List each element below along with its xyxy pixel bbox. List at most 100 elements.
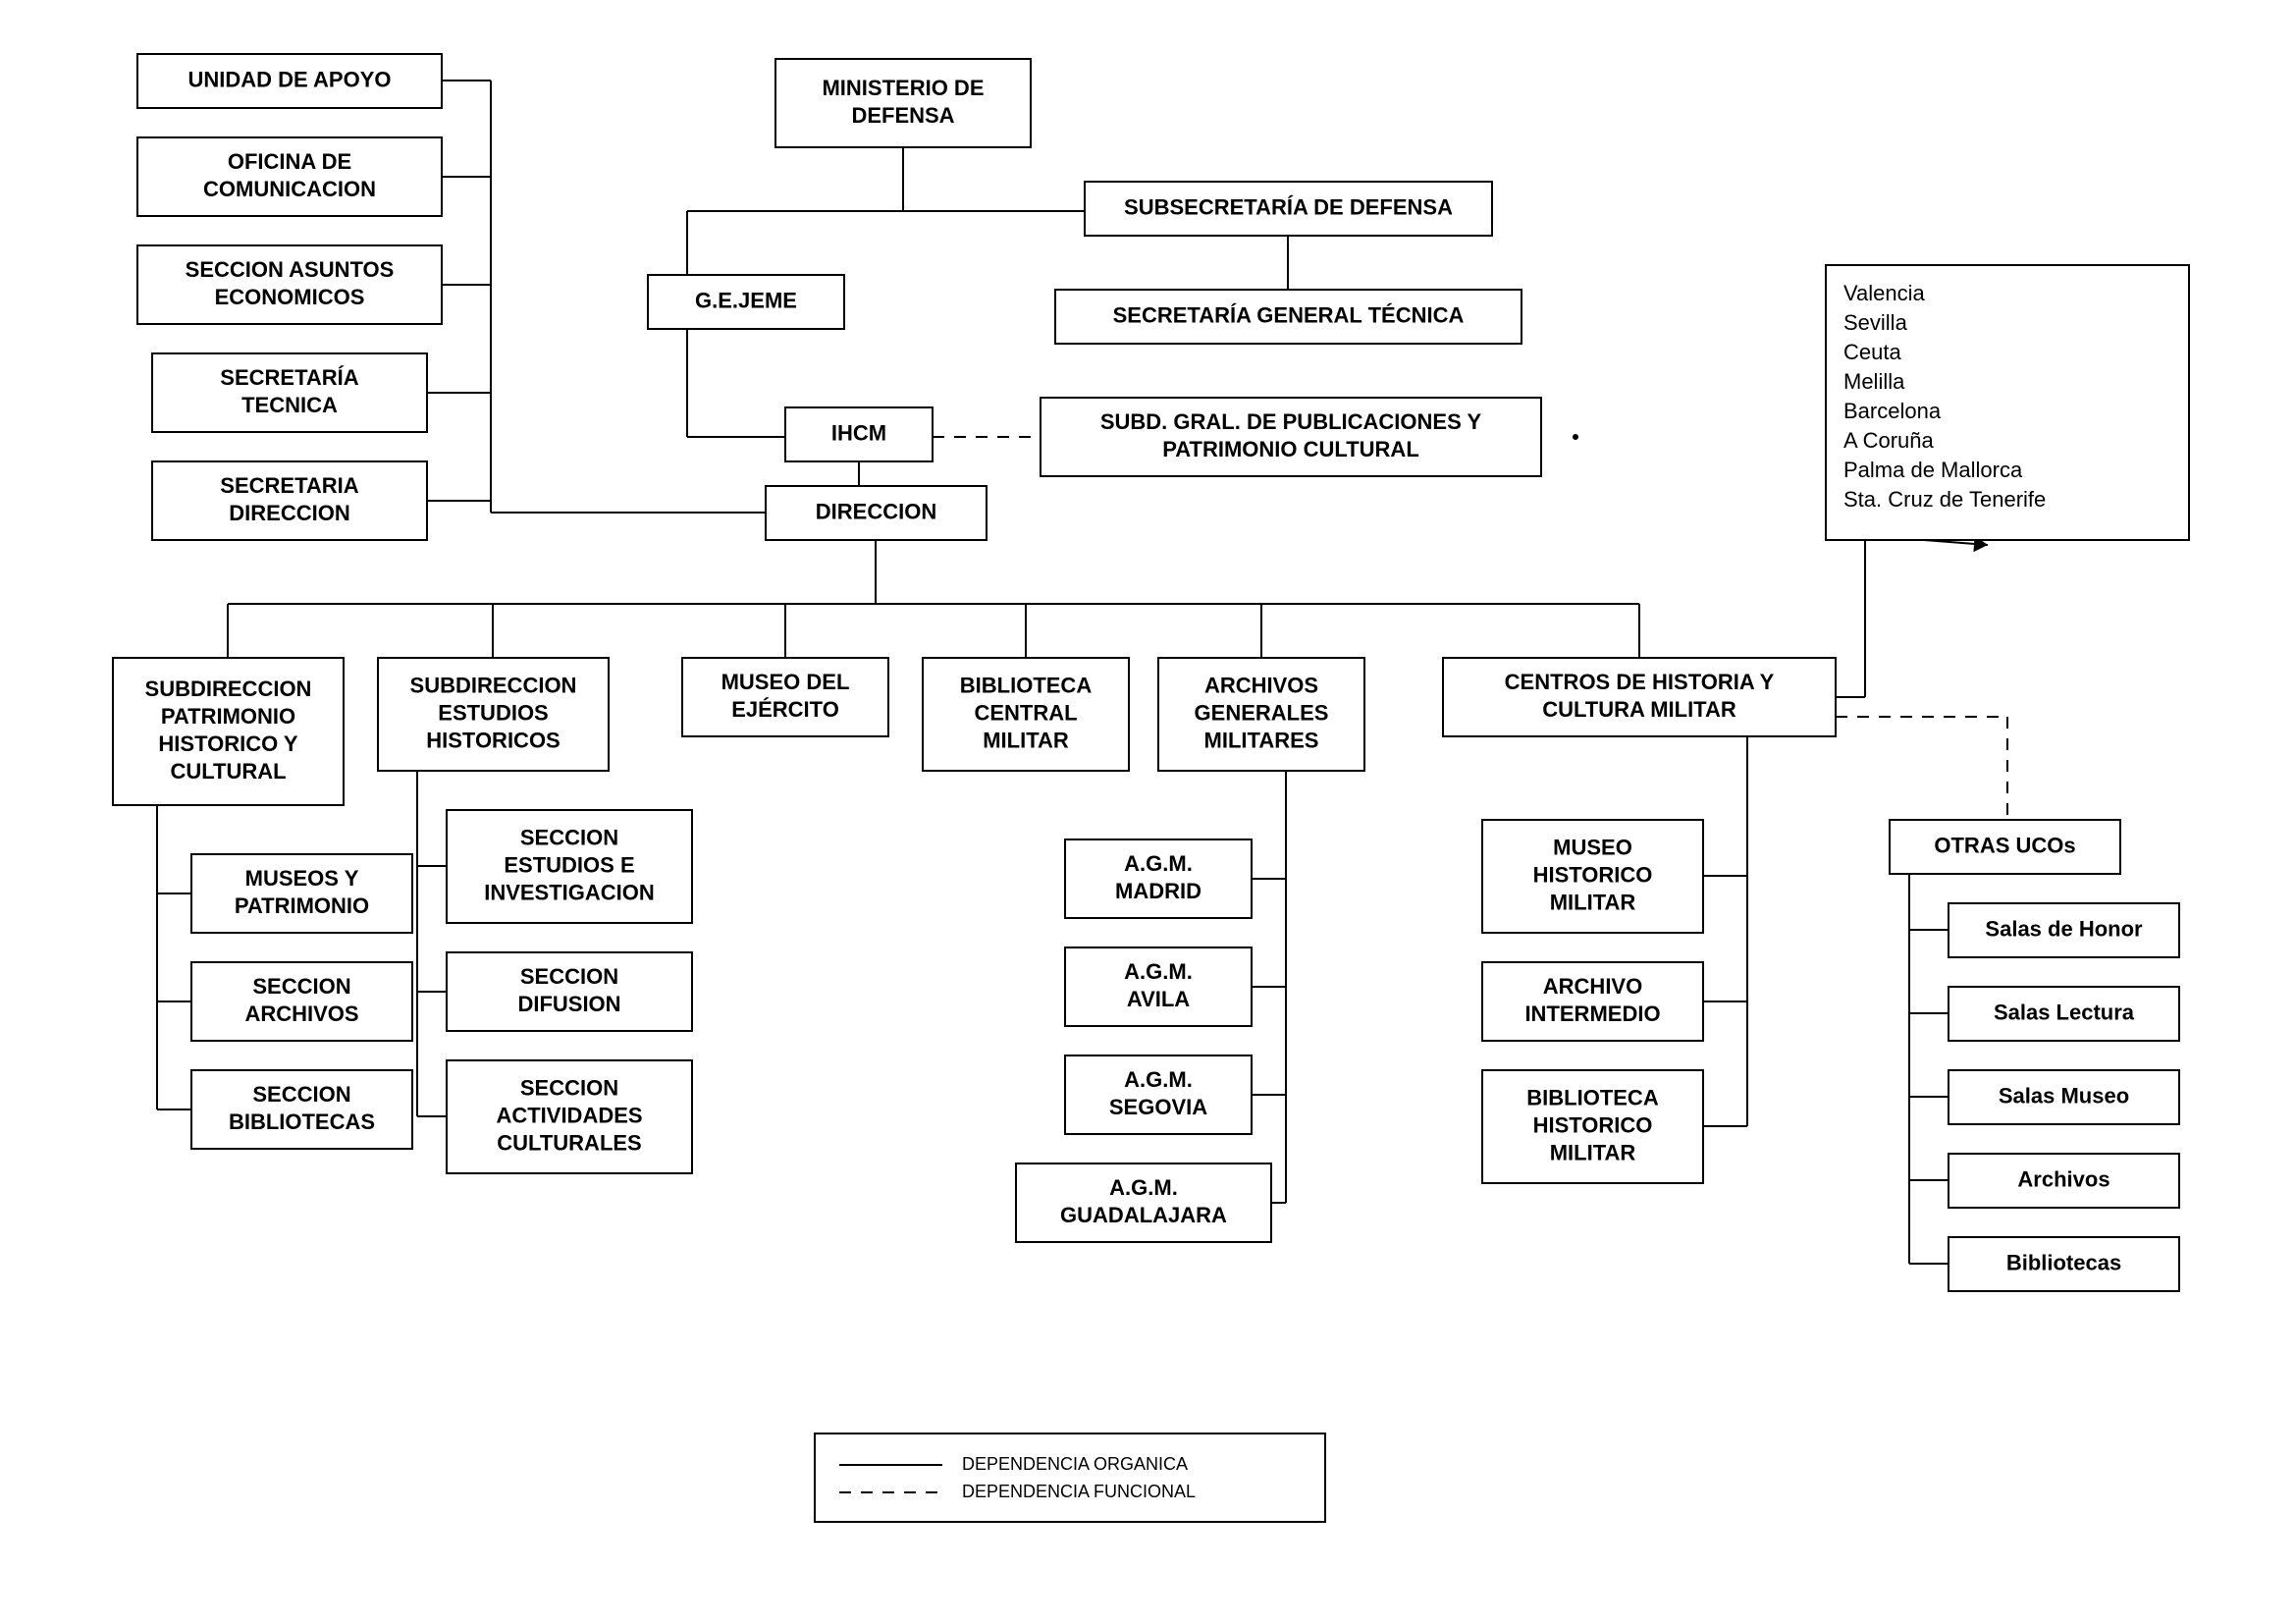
node-label: TECNICA <box>241 393 338 417</box>
node-label: MINISTERIO DE <box>822 76 984 100</box>
node-label: A.G.M. <box>1124 1067 1193 1092</box>
node-label: SECCION <box>520 1075 618 1100</box>
node-sub-patrimonio: SUBDIRECCIONPATRIMONIOHISTORICO YCULTURA… <box>113 658 344 805</box>
city-item: Melilla <box>1843 369 1905 394</box>
city-item: Sevilla <box>1843 310 1908 335</box>
node-label: OTRAS UCOs <box>1934 833 2075 857</box>
node-label: HISTORICO <box>1533 1112 1653 1137</box>
node-label: GENERALES <box>1195 700 1329 725</box>
node-label: GUADALAJARA <box>1060 1203 1227 1227</box>
node-salas-honor: Salas de Honor <box>1949 903 2179 957</box>
node-label: SECCION <box>252 1082 350 1107</box>
node-label: SUBD. GRAL. DE PUBLICACIONES Y <box>1100 409 1482 434</box>
city-item: Palma de Mallorca <box>1843 458 2023 482</box>
node-label: ESTUDIOS E <box>504 852 634 877</box>
node-secr-direccion: SECRETARIA DIRECCION <box>152 461 427 540</box>
node-museo-hist-mil: MUSEO HISTORICO MILITAR <box>1482 820 1703 933</box>
node-label: SECCION <box>520 964 618 989</box>
node-label: ARCHIVOS <box>244 1001 358 1026</box>
node-oficina-com: OFICINA DE COMUNICACION <box>137 137 442 216</box>
node-label: Salas Museo <box>1999 1083 2129 1108</box>
node-secc-est-inv: SECCIONESTUDIOS EINVESTIGACION <box>447 810 692 923</box>
node-museos-pat: MUSEOS YPATRIMONIO <box>191 854 412 933</box>
node-biblioteca: BIBLIOTECA CENTRAL MILITAR <box>923 658 1129 771</box>
node-label: DIFUSION <box>517 992 620 1016</box>
node-sgt: SECRETARÍA GENERAL TÉCNICA <box>1055 290 1522 344</box>
node-subd-pub: SUBD. GRAL. DE PUBLICACIONES Y PATRIMONIO… <box>1041 398 1541 476</box>
node-label: Salas Lectura <box>1994 1000 2135 1024</box>
node-label: SUBSECRETARÍA DE DEFENSA <box>1124 194 1453 219</box>
node-label: PATRIMONIO <box>161 704 295 729</box>
node-agm-avila: A.G.M.AVILA <box>1065 947 1252 1026</box>
node-label: CULTURA MILITAR <box>1542 697 1736 722</box>
node-label: SECCION <box>252 974 350 999</box>
node-label: BIBLIOTECA <box>960 673 1093 697</box>
node-salas-museo: Salas Museo <box>1949 1070 2179 1124</box>
city-item: Sta. Cruz de Tenerife <box>1843 487 2046 512</box>
node-direccion: DIRECCION <box>766 486 987 540</box>
node-label: UNIDAD DE APOYO <box>188 67 392 91</box>
node-label: Salas de Honor <box>1985 916 2143 941</box>
node-museo-ejercito: MUSEO DEL EJÉRCITO <box>682 658 888 736</box>
node-label: OFICINA DE <box>228 149 351 174</box>
node-label: PATRIMONIO CULTURAL <box>1162 437 1419 461</box>
node-label: INTERMEDIO <box>1524 1001 1660 1026</box>
node-ihcm: IHCM <box>785 407 933 461</box>
city-item: Ceuta <box>1843 340 1901 364</box>
node-label: INVESTIGACION <box>484 880 655 904</box>
node-label: MILITAR <box>983 728 1069 752</box>
node-agm-guadalajara: A.G.M.GUADALAJARA <box>1016 1163 1271 1242</box>
node-label: MILITAR <box>1550 1140 1636 1164</box>
node-label: ACTIVIDADES <box>496 1103 642 1127</box>
legend: DEPENDENCIA ORGANICA DEPENDENCIA FUNCIONA… <box>815 1434 1325 1522</box>
node-cities: Valencia Sevilla Ceuta Melilla Barcelona A Co… <box>1826 265 2189 540</box>
node-label: G.E.JEME <box>695 288 797 312</box>
node-label: PATRIMONIO <box>235 893 369 918</box>
node-secc-biblio: SECCIONBIBLIOTECAS <box>191 1070 412 1149</box>
node-label: HISTORICO Y <box>158 731 298 756</box>
node-label: EJÉRCITO <box>731 697 839 722</box>
city-item: A Coruña <box>1843 428 1934 453</box>
node-label: HISTORICOS <box>426 728 561 752</box>
city-item: Valencia <box>1843 281 1926 305</box>
node-label: CENTRAL <box>974 700 1077 725</box>
node-label: DIRECCION <box>816 499 936 523</box>
node-label: COMUNICACION <box>203 177 376 201</box>
node-label: MADRID <box>1115 879 1201 903</box>
node-sub-estudios: SUBDIRECCIONESTUDIOSHISTORICOS <box>378 658 609 771</box>
node-label: MUSEO <box>1553 835 1632 859</box>
node-label: BIBLIOTECA <box>1526 1085 1659 1109</box>
dot <box>1573 434 1578 440</box>
node-label: Bibliotecas <box>2006 1250 2121 1274</box>
node-label: ARCHIVO <box>1543 974 1642 999</box>
node-label: HISTORICO <box>1533 862 1653 887</box>
node-label: MILITAR <box>1550 890 1636 914</box>
node-agm-segovia: A.G.M. SEGOVIA <box>1065 1055 1252 1134</box>
node-subsecretaria: SUBSECRETARÍA DE DEFENSA <box>1085 182 1492 236</box>
node-label: IHCM <box>831 420 886 445</box>
node-label: SECRETARÍA GENERAL TÉCNICA <box>1113 302 1465 327</box>
node-label: SECRETARIA <box>220 473 358 498</box>
node-label: MILITARES <box>1204 728 1319 752</box>
node-centros: CENTROS DE HISTORIA YCULTURA MILITAR <box>1443 658 1836 736</box>
city-item: Barcelona <box>1843 399 1942 423</box>
node-asuntos-econ: SECCION ASUNTOSECONOMICOS <box>137 245 442 324</box>
node-archivo-int: ARCHIVOINTERMEDIO <box>1482 962 1703 1041</box>
node-uco-biblio: Bibliotecas <box>1949 1237 2179 1291</box>
legend-label: DEPENDENCIA FUNCIONAL <box>962 1482 1196 1501</box>
node-secr-tecnica: SECRETARÍATECNICA <box>152 353 427 432</box>
node-label: CULTURALES <box>497 1130 641 1155</box>
legend-label: DEPENDENCIA ORGANICA <box>962 1454 1188 1474</box>
node-label: SECCION ASUNTOS <box>186 257 395 282</box>
node-ministerio: MINISTERIO DEDEFENSA <box>775 59 1031 147</box>
node-label: ARCHIVOS <box>1204 673 1318 697</box>
node-secc-difusion: SECCION DIFUSION <box>447 952 692 1031</box>
node-agm-madrid: A.G.M.MADRID <box>1065 839 1252 918</box>
node-secc-act-cult: SECCION ACTIVIDADES CULTURALES <box>447 1060 692 1173</box>
node-label: MUSEO DEL <box>721 670 850 694</box>
node-label: AVILA <box>1127 987 1190 1011</box>
node-uco-archivos: Archivos <box>1949 1154 2179 1208</box>
node-label: MUSEOS Y <box>245 866 359 891</box>
node-label: DIRECCION <box>229 501 349 525</box>
node-label: SEGOVIA <box>1109 1095 1207 1119</box>
